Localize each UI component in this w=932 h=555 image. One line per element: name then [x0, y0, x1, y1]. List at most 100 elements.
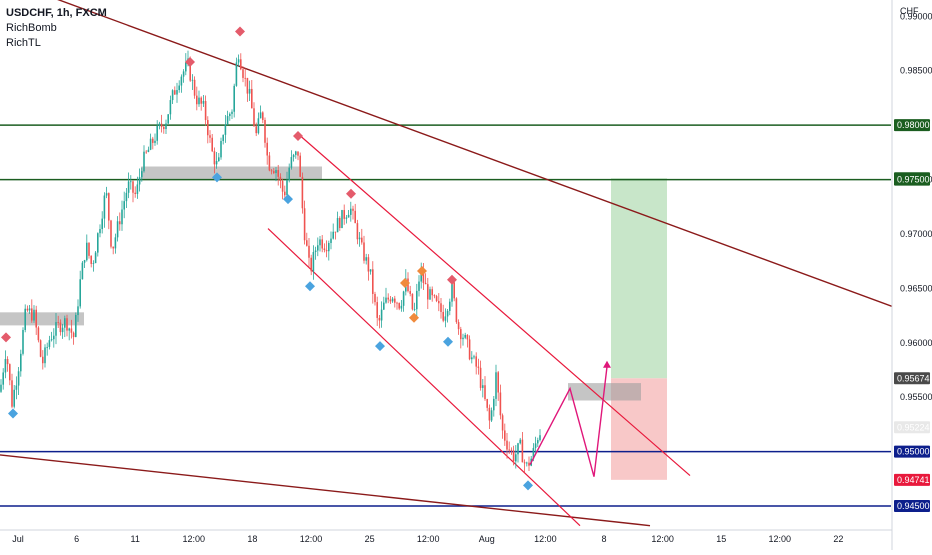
candle-body — [209, 135, 211, 138]
candle-body — [211, 137, 213, 152]
candle-body — [268, 155, 271, 171]
candle-body — [152, 138, 154, 143]
candle-body — [317, 245, 319, 251]
candle-body — [88, 242, 90, 256]
candle-body — [475, 356, 477, 367]
candle-body — [90, 255, 92, 264]
candle-body — [462, 337, 464, 340]
candle-body — [506, 440, 508, 450]
candle-body — [174, 90, 176, 95]
candle-body — [299, 155, 301, 177]
price-tag-box — [894, 500, 930, 513]
candle-body — [167, 114, 169, 124]
price-tag-box — [894, 119, 930, 132]
candle-body — [191, 79, 194, 81]
candle-body — [519, 439, 521, 444]
candle-body — [165, 123, 167, 130]
candle-body — [532, 447, 535, 459]
price-tag-label: 0.95674 — [897, 373, 930, 383]
candle-body — [160, 123, 163, 127]
candle-body — [501, 415, 504, 431]
candle-body — [123, 201, 125, 210]
candle-body — [251, 88, 253, 109]
candle-body — [504, 430, 506, 441]
candle-body — [178, 85, 180, 91]
candle-body — [356, 223, 359, 240]
candle-body — [416, 290, 418, 310]
x-tick-label: 22 — [833, 534, 843, 544]
price-tag: 0.94500 — [894, 500, 930, 513]
candle-body — [15, 385, 18, 390]
candle-body — [176, 90, 178, 95]
candle-body — [369, 269, 372, 272]
candle-body — [72, 332, 75, 338]
candle-body — [292, 154, 295, 158]
candle-body — [110, 220, 112, 247]
signal-marker — [375, 341, 385, 352]
candle-body — [460, 329, 462, 340]
candle-body — [295, 151, 297, 155]
candle-body — [378, 317, 381, 321]
candle-body — [473, 356, 475, 358]
x-tick-label: 12:00 — [534, 534, 557, 544]
trendline — [57, 0, 932, 322]
signal-marker — [305, 281, 315, 292]
candle-body — [185, 62, 187, 72]
candle-body — [196, 95, 198, 105]
candle-body — [119, 221, 121, 225]
candle-body — [512, 450, 515, 462]
y-tick-label: 0.96000 — [900, 338, 932, 348]
candle-body — [431, 289, 433, 296]
candle-body — [380, 309, 383, 321]
candle-body — [424, 282, 427, 285]
price-tag: 0.97500 — [894, 173, 930, 186]
candle-body — [17, 371, 20, 386]
candle-body — [86, 242, 88, 261]
candle-body — [42, 356, 44, 364]
price-axis-panel — [892, 0, 932, 550]
candle-body — [81, 262, 84, 280]
candle-body — [6, 359, 9, 365]
candle-body — [158, 123, 161, 127]
candle-body — [61, 327, 64, 333]
signal-marker — [283, 194, 293, 205]
channel-line — [297, 133, 691, 477]
candle-body — [70, 328, 73, 333]
candle-body — [237, 59, 240, 63]
candle-body — [64, 318, 66, 328]
price-tag-label: 0.94741 — [897, 475, 930, 485]
candle-body — [46, 346, 48, 348]
candle-body — [182, 71, 185, 77]
candle-body — [451, 282, 453, 302]
signal-marker — [8, 408, 18, 419]
candle-body — [352, 208, 354, 211]
x-tick-label: 12:00 — [183, 534, 206, 544]
candle-body — [539, 435, 541, 441]
candle-body — [101, 218, 103, 230]
candle-body — [143, 151, 145, 172]
candle-body — [383, 302, 385, 310]
candle-body — [314, 250, 317, 253]
candle-body — [493, 398, 495, 411]
candle-body — [134, 192, 136, 194]
candle-body — [354, 210, 356, 224]
candle-body — [387, 297, 389, 300]
signal-marker — [443, 336, 453, 347]
candle-body — [464, 334, 466, 338]
candle-body — [75, 315, 77, 338]
candle-body — [253, 108, 255, 127]
candle-body — [319, 239, 321, 246]
y-tick-label: 0.95500 — [900, 392, 932, 402]
candle-body — [367, 257, 370, 272]
price-tag: 0.94741 — [894, 473, 930, 486]
candle-body — [396, 302, 398, 304]
candle-body — [482, 385, 484, 388]
candle-body — [130, 181, 132, 183]
x-tick-label: 25 — [365, 534, 375, 544]
candle-body — [528, 462, 530, 466]
x-tick-label: Jul — [12, 534, 24, 544]
signal-marker — [235, 26, 245, 37]
candle-body — [235, 62, 238, 86]
